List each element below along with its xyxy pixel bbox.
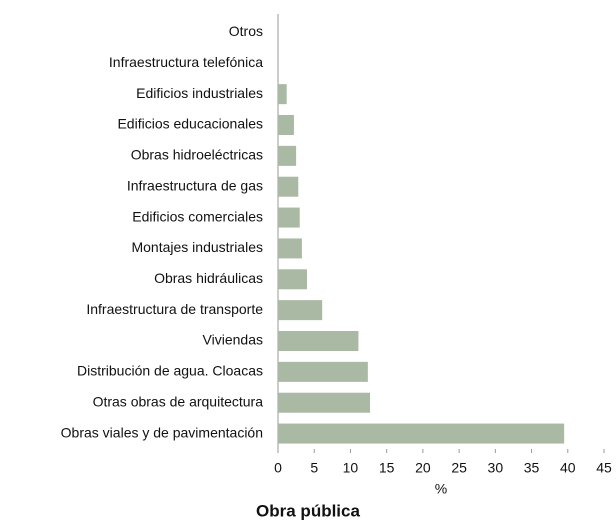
bar [278, 331, 359, 351]
bar [278, 392, 371, 413]
x-axis-label: % [435, 481, 447, 497]
y-tick-label: Infraestructura telefónica [109, 54, 263, 70]
bar [278, 423, 565, 444]
x-tick-label: 20 [415, 460, 431, 476]
y-tick-label: Otras obras de arquitectura [93, 393, 264, 409]
y-tick-label: Obras viales y de pavimentación [61, 424, 263, 440]
y-tick-label: Viviendas [203, 332, 263, 348]
bar [278, 176, 299, 197]
y-tick-label: Infraestructura de transporte [86, 301, 263, 317]
x-tick-label: 0 [274, 460, 282, 476]
x-tick-label: 40 [560, 460, 576, 476]
bar [278, 361, 368, 382]
y-tick-label: Edificios educacionales [117, 116, 263, 132]
y-tick-label: Edificios industriales [136, 85, 263, 101]
x-tick-label: 45 [596, 460, 612, 476]
y-tick-label: Edificios comerciales [132, 208, 263, 224]
x-tick-label: 5 [310, 460, 318, 476]
chart-title: Obra pública [256, 501, 360, 520]
bar [278, 238, 302, 259]
y-tick-label: Montajes industriales [131, 239, 263, 255]
y-tick-label: Infraestructura de gas [127, 177, 263, 193]
y-tick-label: Distribución de agua. Cloacas [77, 363, 263, 379]
x-tick-label: 15 [379, 460, 395, 476]
y-tick-label: Obras hidroeléctricas [131, 147, 263, 163]
bar [278, 84, 287, 105]
bar [278, 145, 297, 166]
y-tick-label: Obras hidráulicas [154, 270, 263, 286]
x-tick-label: 10 [343, 460, 359, 476]
bar [278, 269, 307, 290]
x-tick-label: 35 [524, 460, 540, 476]
bar [278, 115, 294, 135]
bar [278, 300, 323, 321]
bar [278, 207, 300, 228]
x-tick-label: 30 [488, 460, 504, 476]
x-tick-label: 25 [451, 460, 467, 476]
y-tick-label: Otros [229, 23, 263, 39]
